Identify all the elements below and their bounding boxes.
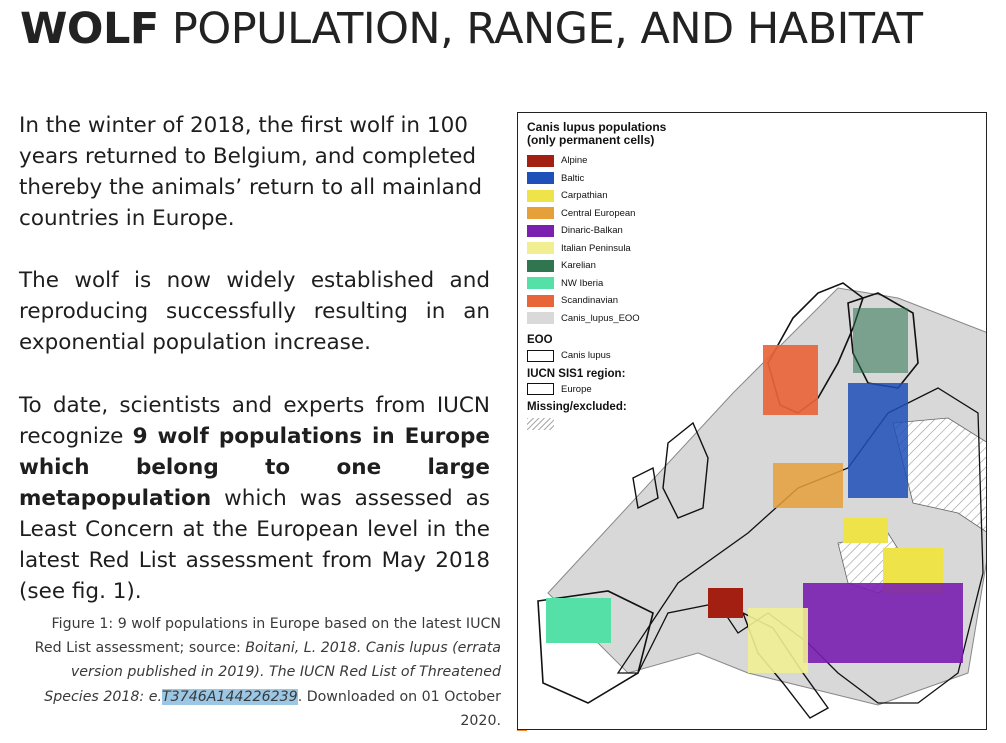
caption-highlighted-id: T3746A144226239 <box>161 688 298 705</box>
pop-central-european-area <box>773 463 843 508</box>
legend-swatch <box>527 277 554 290</box>
paragraph-belgium-return: In the winter of 2018, the first wolf in… <box>19 113 483 231</box>
pop-baltic-area <box>848 383 908 498</box>
legend-item: Carpathian <box>527 187 687 205</box>
british-isles-outline <box>662 421 709 519</box>
figure-caption: Figure 1: 9 wolf populations in Europe b… <box>22 612 501 733</box>
pop-alpine-area <box>708 588 743 618</box>
legend-label: Carpathian <box>561 190 608 202</box>
legend-eoo-heading: EOO <box>527 334 553 346</box>
pop-scandinavian-area <box>763 345 818 415</box>
pop-carpathian-area <box>843 518 888 543</box>
legend-label: Central European <box>561 207 636 219</box>
caption-text: Figure 1: 9 wolf populations in Europe b… <box>34 616 501 657</box>
legend-swatch <box>527 172 554 185</box>
legend-label: Canis lupus <box>561 350 611 362</box>
legend-eoo-item: Canis lupus <box>527 347 687 365</box>
legend-label: Canis_lupus_EOO <box>561 312 640 324</box>
legend-label: Dinaric-Balkan <box>561 225 623 237</box>
legend-swatch <box>527 224 554 237</box>
page-title: WOLF POPULATION, RANGE, AND HABITAT <box>20 4 923 54</box>
legend-region-item: Europe <box>527 381 687 399</box>
legend-item: Scandinavian <box>527 292 687 310</box>
pop-dinaric-balkan-area <box>803 583 963 663</box>
legend-hatch-swatch <box>527 418 554 430</box>
legend-item: Dinaric-Balkan <box>527 222 687 240</box>
caption-download-date: . Downloaded on 01 October 2020. <box>297 688 501 729</box>
europe-map-drawing <box>537 282 986 719</box>
legend-label: Italian Peninsula <box>561 242 631 254</box>
legend-item: Karelian <box>527 257 687 275</box>
pop-nw-iberia-area <box>546 598 611 643</box>
legend-swatch <box>527 259 554 272</box>
legend-item: Alpine <box>527 152 687 170</box>
legend-label: Karelian <box>561 260 596 272</box>
legend-swatch <box>527 242 554 255</box>
legend-swatch <box>527 189 554 202</box>
legend-region-heading: IUCN SIS1 region: <box>527 367 626 380</box>
pop-italian-peninsula-area <box>748 608 808 673</box>
map-legend: Canis lupus populations (only permanent … <box>527 121 687 430</box>
paragraph-iucn-assessment: To date, scientists and experts from IUC… <box>19 390 490 607</box>
legend-swatch <box>527 207 554 220</box>
page-title-light: POPULATION, RANGE, AND HABITAT <box>158 4 923 54</box>
paragraph-iucn-text-pre: To date, scientists and experts from IUC… <box>19 393 490 449</box>
paragraph-population-increase: The wolf is now widely established and r… <box>19 268 490 355</box>
legend-label: NW Iberia <box>561 277 604 289</box>
paragraph-iucn-text-post: which was assessed as Least Concern at t… <box>19 486 490 604</box>
page-title-bold: WOLF <box>20 4 159 54</box>
legend-item: Baltic <box>527 170 687 188</box>
legend-swatch <box>527 294 554 307</box>
legend-title: Canis lupus populations (only permanent … <box>527 120 667 147</box>
legend-population-list: Alpine Baltic Carpathian Central Europea… <box>527 152 687 327</box>
legend-label: Scandinavian <box>561 295 619 307</box>
legend-missing-heading: Missing/excluded: <box>527 401 627 413</box>
legend-label: Europe <box>561 383 592 395</box>
paragraph-iucn-text-bold: 9 wolf populations in Europe which belon… <box>19 424 490 511</box>
excluded-area-east <box>892 417 986 533</box>
wolf-population-map: Canis lupus populations (only permanent … <box>517 112 987 730</box>
legend-label: Baltic <box>561 172 585 184</box>
iberia-outline <box>537 590 654 704</box>
legend-label: Alpine <box>561 155 588 167</box>
ireland-outline <box>632 466 659 510</box>
legend-item: Central European <box>527 205 687 223</box>
legend-box-swatch <box>527 383 554 396</box>
pop-karelian-area <box>853 308 908 373</box>
legend-swatch <box>527 312 554 325</box>
legend-item: Italian Peninsula <box>527 240 687 258</box>
legend-item: NW Iberia <box>527 275 687 293</box>
legend-item: Canis_lupus_EOO <box>527 310 687 328</box>
caption-citation: Boitani, L. 2018. Canis lupus (errata ve… <box>44 640 501 705</box>
legend-swatch <box>527 154 554 167</box>
legend-box-swatch <box>527 349 554 362</box>
